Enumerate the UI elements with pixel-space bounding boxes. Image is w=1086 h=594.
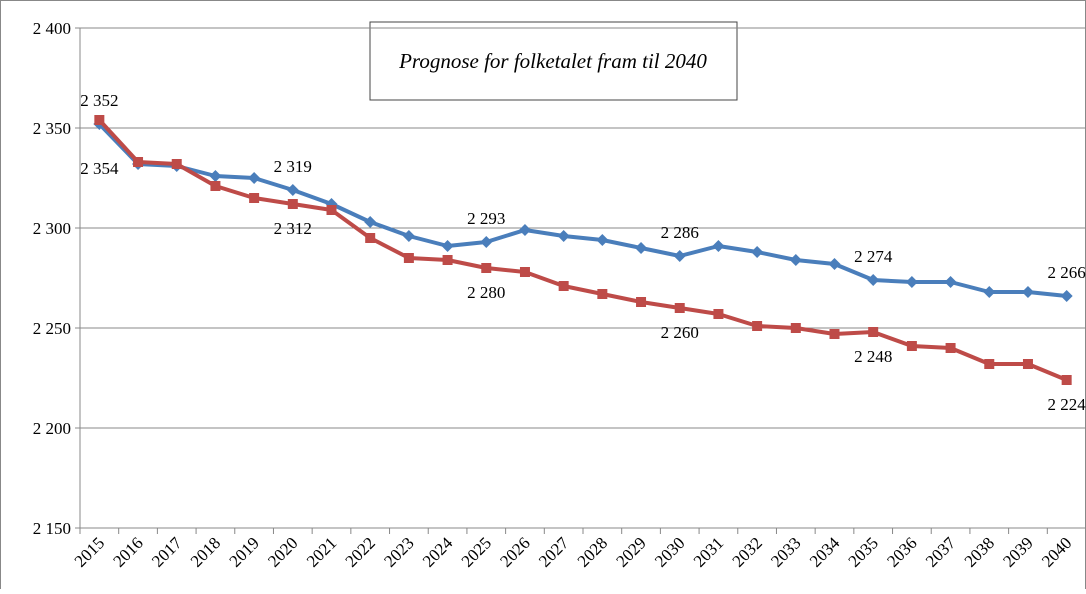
marker — [287, 199, 298, 209]
x-tick-label: 2016 — [109, 533, 146, 570]
marker — [364, 216, 377, 228]
data-label: 2 274 — [854, 247, 893, 266]
marker — [906, 341, 917, 351]
marker — [249, 193, 260, 203]
marker — [365, 233, 376, 243]
marker — [674, 303, 685, 313]
marker — [751, 246, 764, 258]
marker — [829, 329, 840, 339]
marker — [286, 184, 299, 196]
x-tick-label: 2017 — [148, 533, 186, 571]
marker — [596, 234, 609, 246]
x-tick-label: 2025 — [458, 533, 495, 570]
marker — [403, 253, 414, 263]
x-tick-label: 2032 — [728, 533, 765, 570]
marker — [984, 359, 995, 369]
x-tick-label: 2037 — [922, 533, 960, 571]
data-label: 2 248 — [854, 347, 892, 366]
x-tick-label: 2022 — [342, 533, 379, 570]
marker — [171, 159, 182, 169]
marker — [983, 286, 996, 298]
marker — [1061, 375, 1072, 385]
y-tick-label: 2 200 — [33, 419, 71, 438]
marker — [481, 263, 492, 273]
x-tick-label: 2033 — [767, 533, 804, 570]
x-tick-label: 2021 — [303, 533, 340, 570]
data-label: 2 354 — [80, 159, 119, 178]
marker — [944, 276, 957, 288]
data-label: 2 266 — [1048, 263, 1086, 282]
x-tick-label: 2034 — [806, 533, 844, 571]
x-tick-label: 2019 — [225, 533, 262, 570]
x-tick-label: 2020 — [264, 533, 301, 570]
marker — [905, 276, 918, 288]
marker — [248, 172, 261, 184]
x-tick-label: 2028 — [574, 533, 611, 570]
x-tick-label: 2040 — [1038, 533, 1075, 570]
x-tick-label: 2035 — [845, 533, 882, 570]
x-tick-label: 2027 — [535, 533, 573, 571]
y-tick-label: 2 300 — [33, 219, 71, 238]
data-label: 2 280 — [467, 283, 505, 302]
data-label: 2 224 — [1048, 395, 1086, 414]
marker — [597, 289, 608, 299]
marker — [635, 242, 648, 254]
x-tick-label: 2023 — [380, 533, 417, 570]
marker — [868, 327, 879, 337]
y-tick-label: 2 350 — [33, 119, 71, 138]
x-tick-label: 2036 — [883, 533, 920, 570]
marker — [326, 205, 337, 215]
y-tick-label: 2 150 — [33, 519, 71, 538]
x-tick-label: 2030 — [651, 533, 688, 570]
marker — [789, 254, 802, 266]
data-label: 2 286 — [661, 223, 699, 242]
marker — [673, 250, 686, 262]
chart-title: Prognose for folketalet fram til 2040 — [398, 49, 707, 73]
marker — [210, 181, 221, 191]
marker — [480, 236, 493, 248]
series-line — [97, 122, 1067, 298]
marker — [945, 343, 956, 353]
marker — [752, 321, 763, 331]
y-tick-label: 2 250 — [33, 319, 71, 338]
marker — [441, 240, 454, 252]
data-label: 2 293 — [467, 209, 505, 228]
marker — [1022, 359, 1033, 369]
x-tick-label: 2039 — [999, 533, 1036, 570]
x-tick-label: 2026 — [496, 533, 533, 570]
marker — [209, 170, 222, 182]
x-tick-label: 2038 — [961, 533, 998, 570]
marker — [1021, 286, 1034, 298]
marker — [713, 309, 724, 319]
marker — [1060, 290, 1073, 302]
series-line — [97, 118, 1068, 382]
marker — [519, 267, 530, 277]
marker — [828, 258, 841, 270]
marker — [557, 230, 570, 242]
marker — [867, 274, 880, 286]
marker — [442, 255, 453, 265]
title-box — [369, 21, 738, 101]
x-tick-label: 2029 — [612, 533, 649, 570]
data-label: 2 260 — [661, 323, 699, 342]
marker — [790, 323, 801, 333]
marker — [94, 115, 105, 125]
marker — [133, 157, 144, 167]
data-label: 2 319 — [274, 157, 312, 176]
marker — [518, 224, 531, 236]
marker — [636, 297, 647, 307]
x-tick-label: 2031 — [690, 533, 727, 570]
data-label: 2 312 — [274, 219, 312, 238]
marker — [402, 230, 415, 242]
marker — [712, 240, 725, 252]
x-tick-label: 2015 — [71, 533, 108, 570]
y-tick-label: 2 400 — [33, 19, 71, 38]
x-tick-label: 2024 — [419, 533, 457, 571]
x-tick-label: 2018 — [187, 533, 224, 570]
data-label: 2 352 — [80, 91, 118, 110]
marker — [558, 281, 569, 291]
